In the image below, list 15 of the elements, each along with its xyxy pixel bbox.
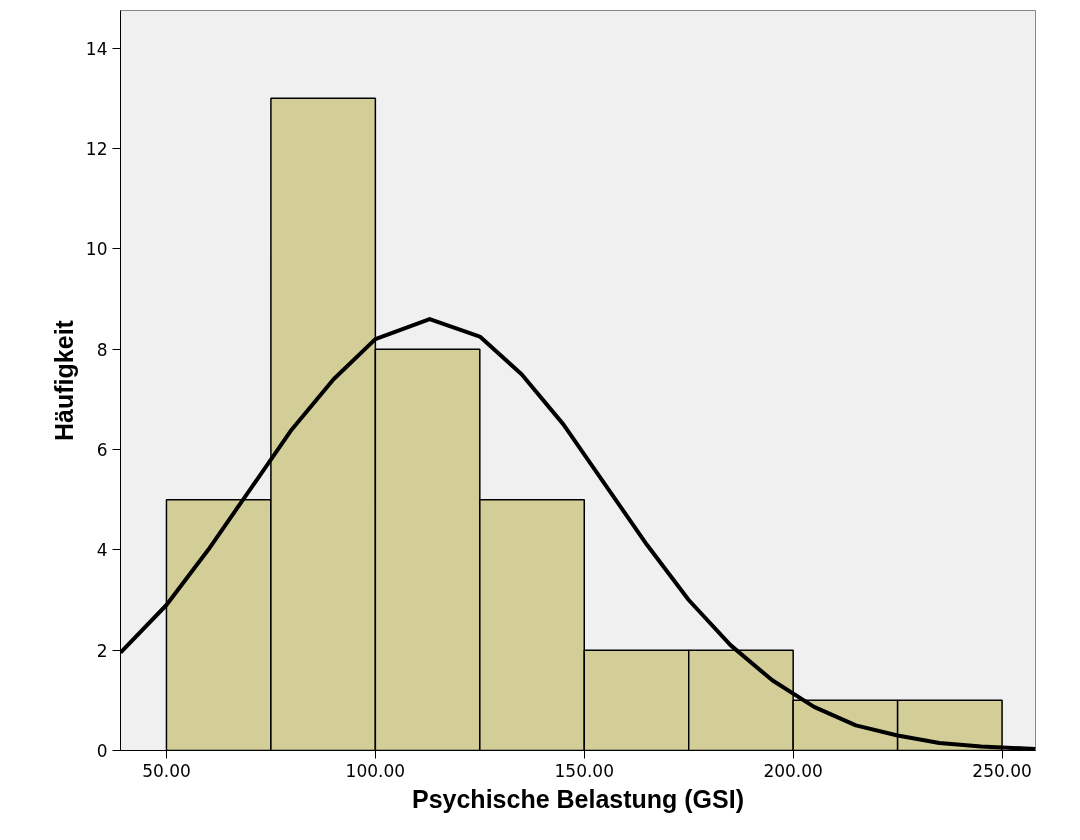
x-axis-title: Psychische Belastung (GSI) xyxy=(411,784,745,813)
y-tick-label: 6 xyxy=(96,439,108,460)
x-tick-label: 150.00 xyxy=(554,760,615,781)
x-tick-label: 100.00 xyxy=(345,760,406,781)
x-tick-label: 250.00 xyxy=(972,760,1032,781)
y-axis-title: Häufigkeit xyxy=(49,319,78,441)
y-tick-label: 2 xyxy=(96,640,108,661)
y-tick-label: 12 xyxy=(85,138,108,159)
y-tick-label: 14 xyxy=(85,38,108,59)
x-tick-label: 50.00 xyxy=(142,760,191,781)
y-tick-label: 0 xyxy=(96,741,108,761)
y-tick-label: 10 xyxy=(85,239,108,260)
x-tick-label: 200.00 xyxy=(763,760,823,781)
y-tick-label: 8 xyxy=(96,339,108,360)
y-tick-label: 4 xyxy=(96,540,108,561)
